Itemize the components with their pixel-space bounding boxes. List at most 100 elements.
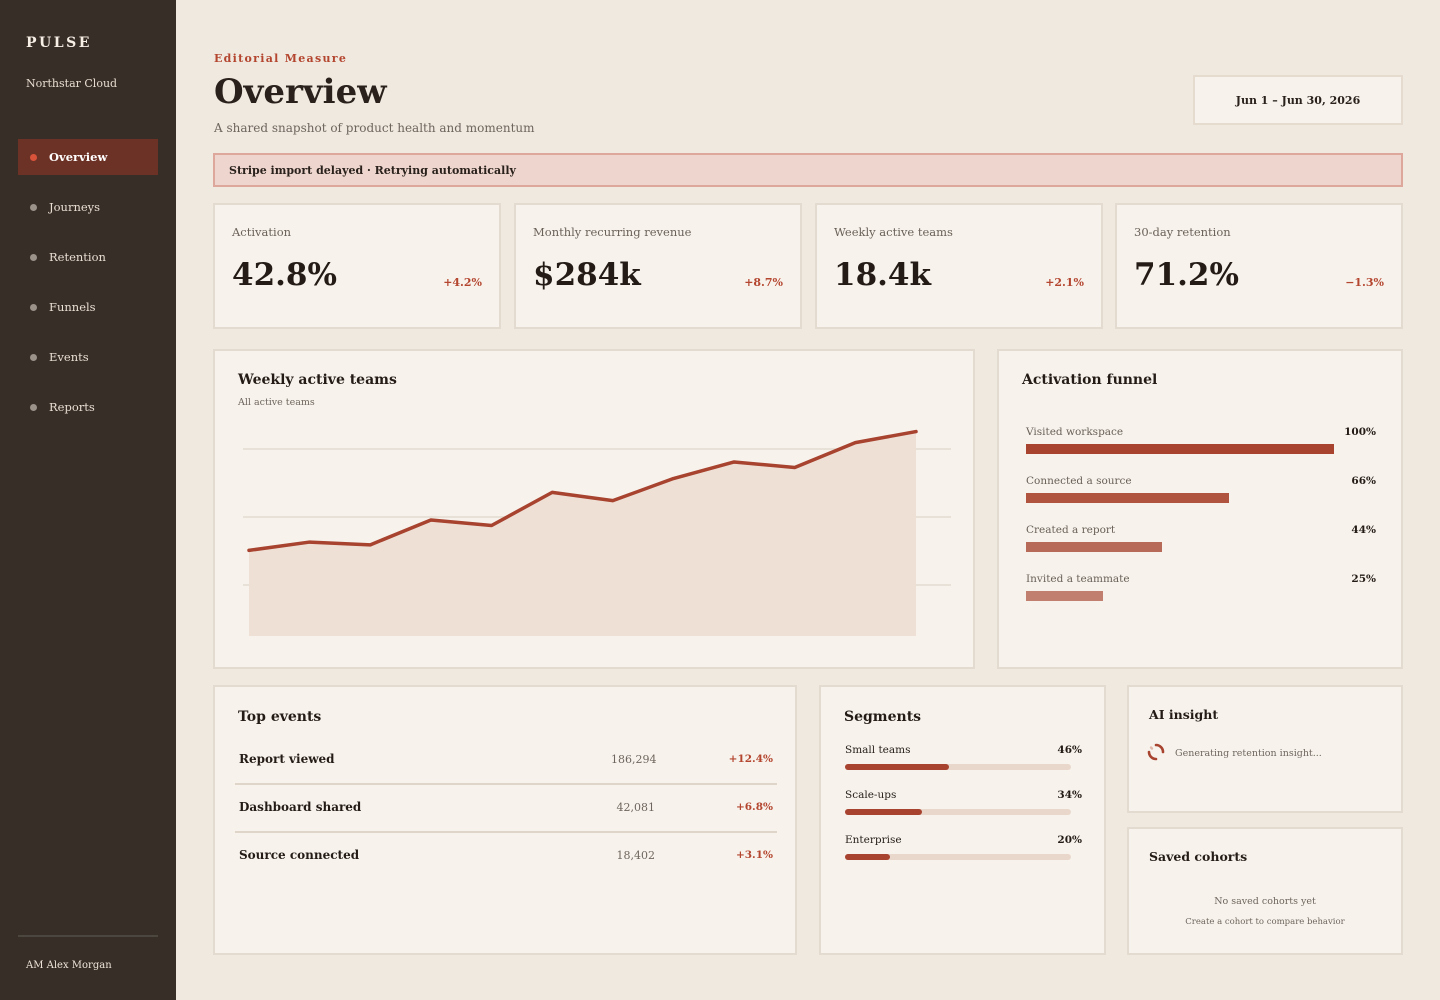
kpi-label: Weekly active teams: [834, 225, 953, 239]
sidebar-item-label: Retention: [49, 250, 106, 264]
saved-cohorts-card: Saved cohorts No saved cohorts yet Creat…: [1127, 827, 1403, 955]
sidebar-item-label: Funnels: [49, 300, 96, 314]
weekly-active-teams-card: Weekly active teams All active teams: [213, 349, 975, 669]
top-events-title: Top events: [238, 709, 322, 725]
dot-icon: [30, 203, 37, 211]
sidebar-item-label: Overview: [49, 150, 108, 164]
kpi-delta: +4.2%: [443, 276, 482, 289]
page-title: Overview: [214, 72, 387, 112]
chart-point: [308, 540, 312, 544]
funnel-step-percent: 44%: [1351, 524, 1376, 536]
event-count: 18,402: [616, 849, 656, 862]
segment-label: Small teams: [845, 744, 911, 756]
chart-point: [368, 543, 372, 547]
sidebar-item-label: Events: [49, 350, 89, 364]
dot-icon: [30, 303, 37, 311]
empty-state-hint: Create a cohort to compare behavior: [1185, 917, 1345, 927]
funnel-step-percent: 66%: [1351, 475, 1376, 487]
segments-title: Segments: [844, 709, 922, 725]
chart-point: [793, 465, 797, 469]
segment-percent: 34%: [1057, 789, 1082, 801]
sidebar-item-events[interactable]: Events: [18, 339, 158, 375]
ai-insight-title: AI insight: [1149, 707, 1219, 722]
table-row[interactable]: Dashboard shared 42,081 +6.8%: [235, 785, 777, 833]
sidebar-divider: [18, 935, 158, 937]
funnel-step-bar: [1026, 591, 1103, 601]
chart-point: [429, 518, 433, 522]
loading-spinner-icon: [1147, 743, 1165, 761]
sidebar-item-funnels[interactable]: Funnels: [18, 289, 158, 325]
event-name: Source connected: [239, 848, 360, 862]
import-alert-banner: Stripe import delayed · Retrying automat…: [213, 153, 1403, 187]
page-eyebrow: Editorial Measure: [214, 52, 348, 65]
ai-insight-card: AI insight Generating retention insight.…: [1127, 685, 1403, 813]
event-count: 186,294: [611, 753, 657, 766]
kpi-delta: +8.7%: [744, 276, 783, 289]
segment-bar: [845, 854, 891, 860]
segment-track: [845, 764, 1071, 770]
segment-percent: 46%: [1057, 744, 1082, 756]
event-delta: +3.1%: [735, 849, 773, 861]
segment-label: Scale-ups: [845, 789, 897, 801]
dot-icon: [30, 253, 37, 261]
segment-bar: [845, 764, 949, 770]
date-range-button[interactable]: Jun 1 – Jun 30, 2026: [1193, 75, 1403, 125]
kpi-card-weekly-active-teams: Weekly active teams 18.4k +2.1%: [815, 203, 1103, 329]
sidebar-item-label: Journeys: [49, 200, 101, 214]
activation-funnel-card: Activation funnel Visited workspace 100% C…: [997, 349, 1403, 669]
event-delta: +12.4%: [728, 753, 773, 765]
sidebar-nav: Overview Journeys Retention Funnels Even…: [18, 139, 158, 439]
kpi-delta: −1.3%: [1345, 276, 1384, 289]
kpi-card-activation: Activation 42.8% +4.2%: [213, 203, 501, 329]
sidebar-item-reports[interactable]: Reports: [18, 389, 158, 425]
funnel-step-bar: [1026, 444, 1334, 454]
sidebar-item-journeys[interactable]: Journeys: [18, 189, 158, 225]
kpi-label: Activation: [232, 225, 292, 239]
chart-point: [914, 430, 918, 434]
empty-state-title: No saved cohorts yet: [1214, 896, 1316, 907]
chart-title: Weekly active teams: [238, 372, 397, 388]
sidebar-item-retention[interactable]: Retention: [18, 239, 158, 275]
org-name: Northstar Cloud: [26, 77, 118, 90]
user-profile[interactable]: AM Alex Morgan: [26, 960, 112, 971]
segments-card: Segments Small teams 46% Scale-ups 34% Enter…: [819, 685, 1106, 955]
chart-subtitle: All active teams: [238, 397, 315, 408]
kpi-card-retention: 30-day retention 71.2% −1.3%: [1115, 203, 1403, 329]
chart-area: [249, 431, 916, 636]
kpi-label: Monthly recurring revenue: [533, 225, 692, 239]
chart-point: [550, 490, 554, 494]
funnel-title: Activation funnel: [1022, 372, 1158, 388]
chart-point: [732, 460, 736, 464]
brand-logo[interactable]: PULSE: [26, 35, 92, 51]
saved-cohorts-title: Saved cohorts: [1149, 849, 1248, 864]
segment-label: Enterprise: [845, 834, 902, 846]
table-row[interactable]: Source connected 18,402 +3.1%: [235, 833, 777, 881]
funnel-step-label: Created a report: [1026, 524, 1116, 536]
kpi-delta: +2.1%: [1045, 276, 1084, 289]
funnel-step-bar: [1026, 542, 1162, 552]
chart-point: [247, 548, 251, 552]
dot-icon: [30, 403, 37, 411]
event-name: Report viewed: [239, 752, 335, 766]
segment-bar: [845, 809, 922, 815]
chart-point: [853, 441, 857, 445]
sidebar-item-overview[interactable]: Overview: [18, 139, 158, 175]
segment-track: [845, 809, 1071, 815]
weekly-active-teams-chart: [243, 429, 951, 636]
funnel-step-label: Visited workspace: [1026, 426, 1124, 438]
funnel-step-percent: 25%: [1351, 573, 1376, 585]
chart-series-line: [247, 429, 918, 553]
kpi-value: $284k: [533, 257, 641, 293]
top-events-card: Top events Report viewed 186,294 +12.4% …: [213, 685, 797, 955]
active-dot-icon: [30, 153, 37, 161]
kpi-value: 42.8%: [232, 257, 337, 293]
funnel-step-label: Invited a teammate: [1026, 573, 1130, 585]
funnel-step-bar: [1026, 493, 1230, 503]
sidebar-item-label: Reports: [49, 400, 95, 414]
kpi-value: 18.4k: [834, 257, 931, 293]
event-count: 42,081: [616, 801, 656, 814]
ai-insight-status: Generating retention insight...: [1175, 748, 1322, 759]
table-row[interactable]: Report viewed 186,294 +12.4%: [235, 737, 777, 785]
chart-point: [611, 499, 615, 503]
dot-icon: [30, 353, 37, 361]
